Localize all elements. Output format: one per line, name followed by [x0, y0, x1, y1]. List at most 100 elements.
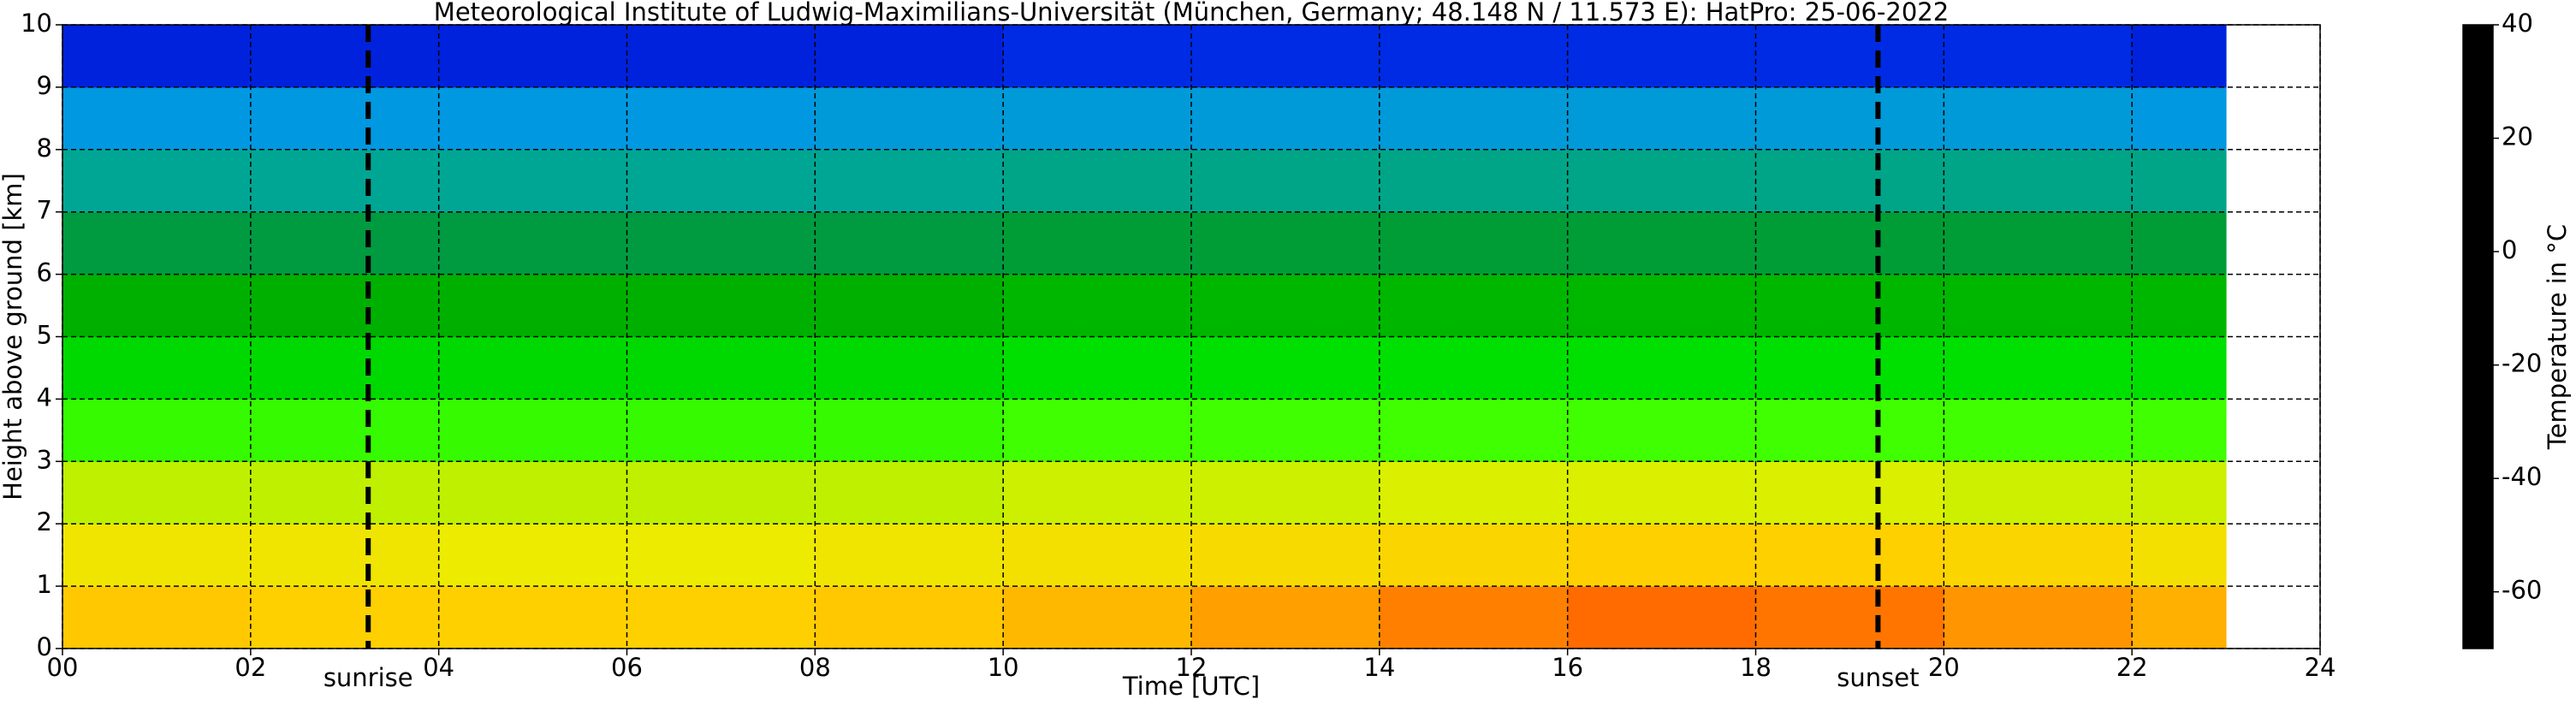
colorbar-tick-label: 40	[2502, 9, 2533, 38]
heatmap-cell	[815, 25, 1004, 88]
heatmap-cell	[1003, 211, 1192, 275]
heatmap-cell	[1944, 274, 2133, 337]
heatmap-cell	[1944, 86, 2133, 151]
heatmap-cell	[815, 399, 1004, 462]
heatmap-cell	[1003, 399, 1192, 462]
y-tick-label: 8	[37, 133, 52, 163]
heatmap-cell	[250, 336, 440, 400]
heatmap-cell	[1191, 461, 1380, 524]
heatmap-cell	[438, 211, 627, 275]
x-tick-label: 16	[1552, 653, 1583, 682]
heatmap-cell	[62, 524, 252, 587]
heatmap-cell	[626, 461, 816, 524]
colorbar-label: Temperature in °C	[2543, 224, 2572, 450]
heatmap-cell	[250, 274, 440, 337]
heatmap-cell	[626, 86, 816, 151]
heatmap-cell	[438, 25, 627, 88]
heatmap-cell	[1567, 25, 1756, 88]
y-tick-label: 0	[37, 632, 52, 661]
heatmap-cell	[815, 461, 1004, 524]
heatmap-cell	[62, 211, 252, 275]
heatmap-cell	[1003, 86, 1192, 151]
y-axis-label: Height above ground [km]	[0, 173, 27, 501]
colorbar	[2462, 24, 2494, 649]
x-axis-label: Time [UTC]	[1122, 672, 1260, 701]
y-tick-label: 4	[37, 382, 52, 412]
heatmap-cell	[1379, 336, 1569, 400]
heatmap-cell	[438, 86, 627, 151]
heatmap-cell	[626, 274, 816, 337]
heatmap-cell	[62, 86, 252, 151]
heatmap-cell	[438, 524, 627, 587]
heatmap-cell	[1567, 211, 1756, 275]
y-tick-label: 2	[37, 507, 52, 536]
heatmap-cell	[1191, 86, 1380, 151]
colorbar-tick-label: -40	[2502, 462, 2542, 491]
heatmap-cell	[1755, 86, 1944, 151]
heatmap-cell	[626, 336, 816, 400]
heatmap-cell	[1755, 25, 1944, 88]
heatmap-cell	[1191, 399, 1380, 462]
heatmap-cell	[1755, 461, 1944, 524]
heatmap-cell	[815, 524, 1004, 587]
plot-frame	[62, 24, 2321, 649]
heatmap-cell	[1379, 149, 1569, 213]
heatmap-cell	[438, 461, 627, 524]
heatmap-cell	[438, 586, 627, 649]
heatmap-cell	[626, 149, 816, 213]
heatmap-cell	[1379, 524, 1569, 587]
heatmap-cell	[250, 461, 440, 524]
heatmap-cell	[2132, 149, 2227, 213]
heatmap-cell	[2132, 461, 2227, 524]
heatmap-cell	[438, 399, 627, 462]
heatmap-cell	[1191, 149, 1380, 213]
heatmap-cell	[1379, 25, 1569, 88]
heatmap-cell	[815, 336, 1004, 400]
heatmap-cell	[1191, 211, 1380, 275]
heatmap-cell	[1191, 25, 1380, 88]
heatmap-cell	[2132, 524, 2227, 587]
heatmap-cell	[626, 524, 816, 587]
heatmap-cell	[438, 274, 627, 337]
heatmap-cell	[815, 586, 1004, 649]
heatmap-cell	[1944, 399, 2133, 462]
y-tick-label: 6	[37, 258, 52, 287]
heatmap-cell	[250, 211, 440, 275]
heatmap-cell	[1003, 461, 1192, 524]
heatmap-cell	[1379, 399, 1569, 462]
event-label: sunrise	[323, 663, 413, 692]
heatmap-cell	[1755, 149, 1944, 213]
heatmap-cell	[1003, 25, 1192, 88]
heatmap-cell	[1191, 586, 1380, 649]
x-tick-label: 00	[47, 653, 79, 682]
heatmap-cell	[1003, 274, 1192, 337]
heatmap-cell	[2132, 86, 2227, 151]
heatmap-cell	[62, 149, 252, 213]
heatmap-cell	[626, 586, 816, 649]
heatmap-cell	[1003, 336, 1192, 400]
heatmap-cell	[2132, 336, 2227, 400]
heatmap-cell	[1944, 336, 2133, 400]
x-tick-label: 12	[1176, 653, 1208, 682]
heatmap-cell	[1567, 149, 1756, 213]
heatmap-cell	[1755, 336, 1944, 400]
heatmap-cell	[626, 399, 816, 462]
y-tick-label: 7	[37, 196, 52, 225]
x-tick-label: 06	[611, 653, 643, 682]
heatmap-cell	[1755, 586, 1944, 649]
event-label: sunset	[1837, 663, 1919, 692]
heatmap-cell	[438, 336, 627, 400]
heatmap-cell	[1191, 524, 1380, 587]
heatmap-cell	[1944, 149, 2133, 213]
heatmap-cell	[815, 274, 1004, 337]
colorbar-tick-label: 0	[2502, 235, 2517, 264]
heatmap-cell	[1567, 336, 1756, 400]
x-tick-label: 24	[2305, 653, 2336, 682]
heatmap-cell	[2132, 399, 2227, 462]
y-tick-label: 10	[21, 9, 52, 38]
heatmap-cell	[1379, 274, 1569, 337]
heatmap-cell	[250, 149, 440, 213]
heatmap-cell	[250, 586, 440, 649]
heatmap-cell	[1755, 524, 1944, 587]
heatmap-cell	[1944, 25, 2133, 88]
